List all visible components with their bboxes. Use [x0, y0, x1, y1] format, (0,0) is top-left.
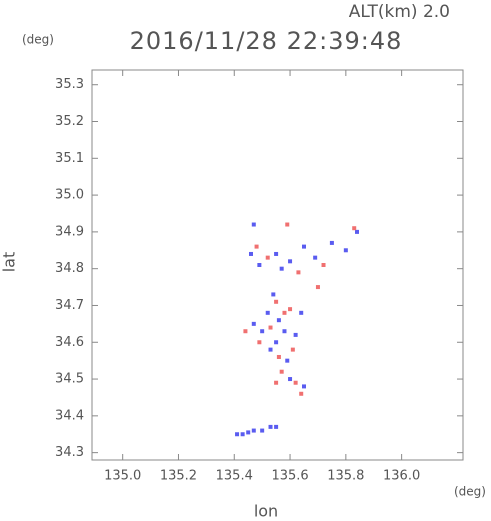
data-point — [299, 310, 304, 315]
data-point — [254, 244, 259, 249]
data-point — [313, 255, 318, 260]
data-point — [274, 299, 279, 304]
data-point — [274, 424, 279, 429]
data-point — [265, 310, 270, 315]
y-tick-label: 34.7 — [55, 298, 84, 313]
data-point — [268, 325, 273, 330]
data-point — [251, 321, 256, 326]
x-tick-label: 135.6 — [271, 469, 308, 484]
data-point — [352, 226, 357, 231]
data-point — [302, 384, 306, 389]
data-point — [260, 329, 265, 334]
data-point — [293, 332, 298, 337]
y-tick-label: 34.5 — [55, 372, 84, 387]
data-point — [288, 307, 293, 312]
data-point — [302, 244, 306, 249]
y-tick-label: 35.1 — [55, 151, 84, 166]
x-tick-label: 135.8 — [327, 469, 364, 484]
data-point — [268, 424, 273, 429]
data-point — [285, 222, 290, 227]
x-unit: (deg) — [454, 485, 486, 499]
data-point — [268, 347, 273, 352]
data-point — [235, 432, 240, 437]
x-tick-label: 135.0 — [104, 469, 141, 484]
y-tick-label: 34.6 — [55, 335, 84, 350]
chart-title: 2016/11/28 22:39:48 — [130, 27, 403, 55]
data-point — [243, 329, 248, 334]
data-point — [321, 263, 326, 267]
data-point — [282, 329, 287, 334]
y-tick-label: 34.3 — [55, 445, 84, 460]
data-point — [260, 428, 265, 433]
data-point — [296, 270, 301, 275]
data-point — [355, 229, 359, 234]
data-point — [246, 430, 251, 435]
data-point — [285, 358, 290, 363]
y-tick-label: 34.8 — [55, 261, 84, 276]
y-tick-label: 34.9 — [55, 224, 84, 239]
data-point — [265, 255, 270, 260]
data-point — [249, 251, 253, 256]
data-point — [276, 318, 281, 323]
data-point — [343, 248, 348, 253]
x-axis-label: lon — [254, 502, 278, 521]
data-point — [257, 340, 262, 345]
data-point — [251, 428, 256, 433]
x-tick-label: 135.4 — [216, 469, 253, 484]
data-point — [251, 222, 256, 227]
data-point — [274, 340, 279, 345]
data-point — [271, 292, 276, 297]
subtitle: ALT(km) 2.0 — [349, 2, 450, 22]
x-tick-label: 136.0 — [383, 469, 420, 484]
y-unit: (deg) — [22, 33, 54, 47]
data-point — [257, 263, 262, 267]
data-point — [240, 432, 245, 437]
data-point — [299, 391, 304, 396]
data-point — [290, 347, 295, 352]
y-tick-label: 35.0 — [55, 188, 84, 203]
plot-frame — [91, 69, 464, 461]
data-point — [279, 369, 284, 374]
y-tick-label: 34.4 — [55, 408, 84, 423]
data-point — [329, 240, 334, 245]
data-point — [288, 259, 293, 264]
y-axis-label: lat — [0, 252, 19, 273]
data-point — [315, 285, 320, 290]
data-point — [282, 310, 287, 315]
y-tick-label: 35.2 — [55, 114, 84, 129]
x-tick-label: 135.2 — [160, 469, 197, 484]
data-point — [293, 380, 298, 385]
data-point — [274, 251, 279, 256]
data-point — [276, 354, 281, 359]
data-point — [274, 380, 279, 385]
data-point — [279, 266, 284, 271]
data-point — [288, 377, 293, 382]
y-tick-label: 35.3 — [55, 77, 84, 92]
